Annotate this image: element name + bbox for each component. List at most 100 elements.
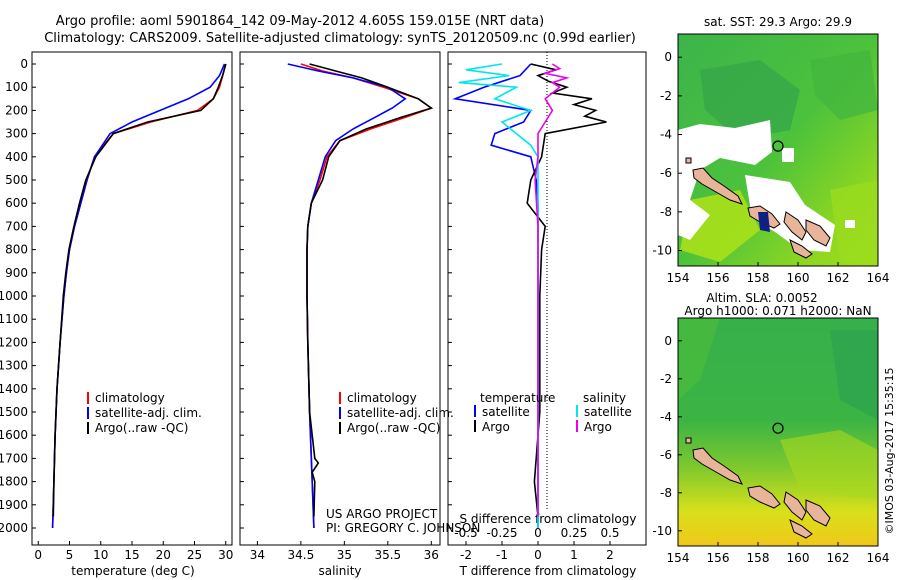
argo-location-marker	[772, 140, 784, 152]
island	[789, 519, 813, 539]
series-line-satellite-adj.	[51, 63, 226, 529]
diff-line-salinity-Argo	[534, 63, 570, 517]
credits-pi: PI: GREGORY C. JOHNSON	[326, 521, 480, 535]
sla-patch	[780, 430, 878, 500]
map-x-tick-label: 164	[867, 551, 890, 565]
map-y-tick-label: -8	[660, 486, 672, 500]
island	[805, 499, 831, 527]
island	[747, 485, 781, 509]
s-diff-tick-label: -0.25	[486, 526, 517, 540]
map-x-tick-label: 160	[787, 551, 810, 565]
pressure-tick-label: 1200	[0, 335, 28, 349]
legend-label-temperature: temperature	[480, 391, 555, 405]
pressure-tick-label: 500	[5, 173, 28, 187]
sla-map-frame	[677, 317, 879, 547]
t-diff-xlabel: T difference from climatology	[459, 564, 637, 578]
map-y-tick-label: -6	[660, 166, 672, 180]
map-y-tick-label: -6	[660, 448, 672, 462]
salinity-series	[287, 63, 434, 529]
title-line-1: Argo profile: aoml 5901864_142 09-May-20…	[56, 14, 544, 29]
island	[685, 157, 692, 164]
map-x-tick-label: 158	[747, 271, 770, 285]
x-tick-label: 34	[250, 548, 265, 562]
x-tick-label: -2	[460, 548, 472, 562]
sst-missing-data	[845, 220, 855, 228]
pressure-tick-label: 800	[5, 243, 28, 257]
series-line-climatology	[300, 63, 434, 529]
map-x-tick-label: 156	[707, 551, 730, 565]
pressure-tick-label: 600	[5, 196, 28, 210]
map-y-tick-label: 0	[664, 334, 672, 348]
pressure-tick-label: 900	[5, 266, 28, 280]
sst-missing-data	[782, 148, 794, 162]
island	[783, 211, 807, 241]
pressure-tick-label: 1700	[0, 451, 28, 465]
sla-map-axes: 154 156 158 160 162 164 0 -2 -4 -6 -8 -10	[652, 334, 889, 565]
pressure-tick-label: 1300	[0, 359, 28, 373]
legend-label-s-argo: Argo	[584, 420, 612, 434]
temperature-panel-frame	[31, 51, 233, 546]
map-y-tick-label: -4	[660, 128, 672, 142]
x-tick-label: 0	[34, 548, 42, 562]
legend-label-argo: Argo(..raw -QC)	[347, 421, 440, 435]
s-diff-x-axis: -0.5 -0.25 0 0.25 0.5	[454, 526, 619, 540]
sst-missing-data	[678, 120, 772, 240]
diff-line-salinity-satellite	[458, 63, 539, 528]
sst-map-title: sat. SST: 29.3 Argo: 29.9	[704, 15, 852, 29]
sla-map-title-2: Argo h1000: 0.071 h2000: NaN	[684, 304, 871, 318]
x-tick-label: 15	[124, 548, 139, 562]
map-x-tick-label: 154	[667, 271, 690, 285]
temperature-x-axis: 0 5 10 15 20 25 30	[34, 541, 233, 562]
pressure-tick-label: 1600	[0, 428, 28, 442]
map-x-tick-label: 160	[787, 271, 810, 285]
pressure-axis: 0 100 200 300 400 500 600 700 800 900 1000 1100 1200…	[0, 57, 452, 535]
difference-series	[452, 63, 607, 528]
argo-location-marker	[772, 422, 784, 434]
x-tick-label: 34.5	[288, 548, 315, 562]
temperature-series	[51, 63, 227, 529]
legend-label-t-satellite: satellite	[482, 405, 530, 419]
series-line-Argo	[52, 63, 227, 517]
sst-patch	[700, 60, 800, 140]
sla-map-title-1: Altim. SLA: 0.0052	[706, 291, 817, 305]
island	[692, 447, 743, 485]
sst-map-frame	[677, 33, 879, 267]
pressure-tick-label: 300	[5, 127, 28, 141]
salinity-panel-frame	[239, 51, 441, 546]
map-y-tick-label: -2	[660, 372, 672, 386]
series-line-satellite-adj.	[287, 63, 407, 529]
map-x-tick-label: 162	[827, 271, 850, 285]
sla-patch	[678, 318, 720, 400]
legend-label-climatology: climatology	[95, 391, 165, 405]
pressure-tick-label: 200	[5, 103, 28, 117]
sla-patch	[830, 330, 878, 420]
sst-map	[678, 34, 878, 266]
t-diff-x-axis: -2 -1 0 1 2	[460, 541, 614, 562]
diff-line-temperature-satellite	[452, 63, 539, 528]
x-tick-label: 10	[93, 548, 108, 562]
map-y-tick-label: 0	[664, 50, 672, 64]
x-tick-label: 35.5	[374, 548, 401, 562]
title-line-2: Climatology: CARS2009. Satellite-adjuste…	[44, 31, 636, 46]
legend-label-s-satellite: satellite	[584, 405, 632, 419]
s-diff-tick-label: 0	[534, 526, 542, 540]
pressure-tick-label: 700	[5, 219, 28, 233]
series-line-climatology	[51, 63, 227, 529]
credits-project: US ARGO PROJECT	[326, 507, 438, 521]
legend-label-satellite: satellite-adj. clim.	[347, 406, 454, 420]
map-y-tick-label: -8	[660, 205, 672, 219]
x-tick-label: 1	[570, 548, 578, 562]
temperature-legend: climatology satellite-adj. clim. Argo(..…	[87, 391, 202, 435]
pressure-tick-label: 1100	[0, 312, 28, 326]
x-tick-label: 35	[337, 548, 352, 562]
pressure-tick-label: 1900	[0, 498, 28, 512]
s-diff-xlabel: S difference from climatology	[460, 512, 637, 526]
x-tick-label: 2	[606, 548, 614, 562]
x-tick-label: 25	[187, 548, 202, 562]
map-y-tick-label: -10	[652, 244, 672, 258]
map-x-tick-label: 156	[707, 271, 730, 285]
sst-cold-patch	[758, 212, 770, 232]
x-tick-label: 20	[156, 548, 171, 562]
legend-label-satellite: satellite-adj. clim.	[95, 406, 202, 420]
pressure-tick-label: 1400	[0, 382, 28, 396]
